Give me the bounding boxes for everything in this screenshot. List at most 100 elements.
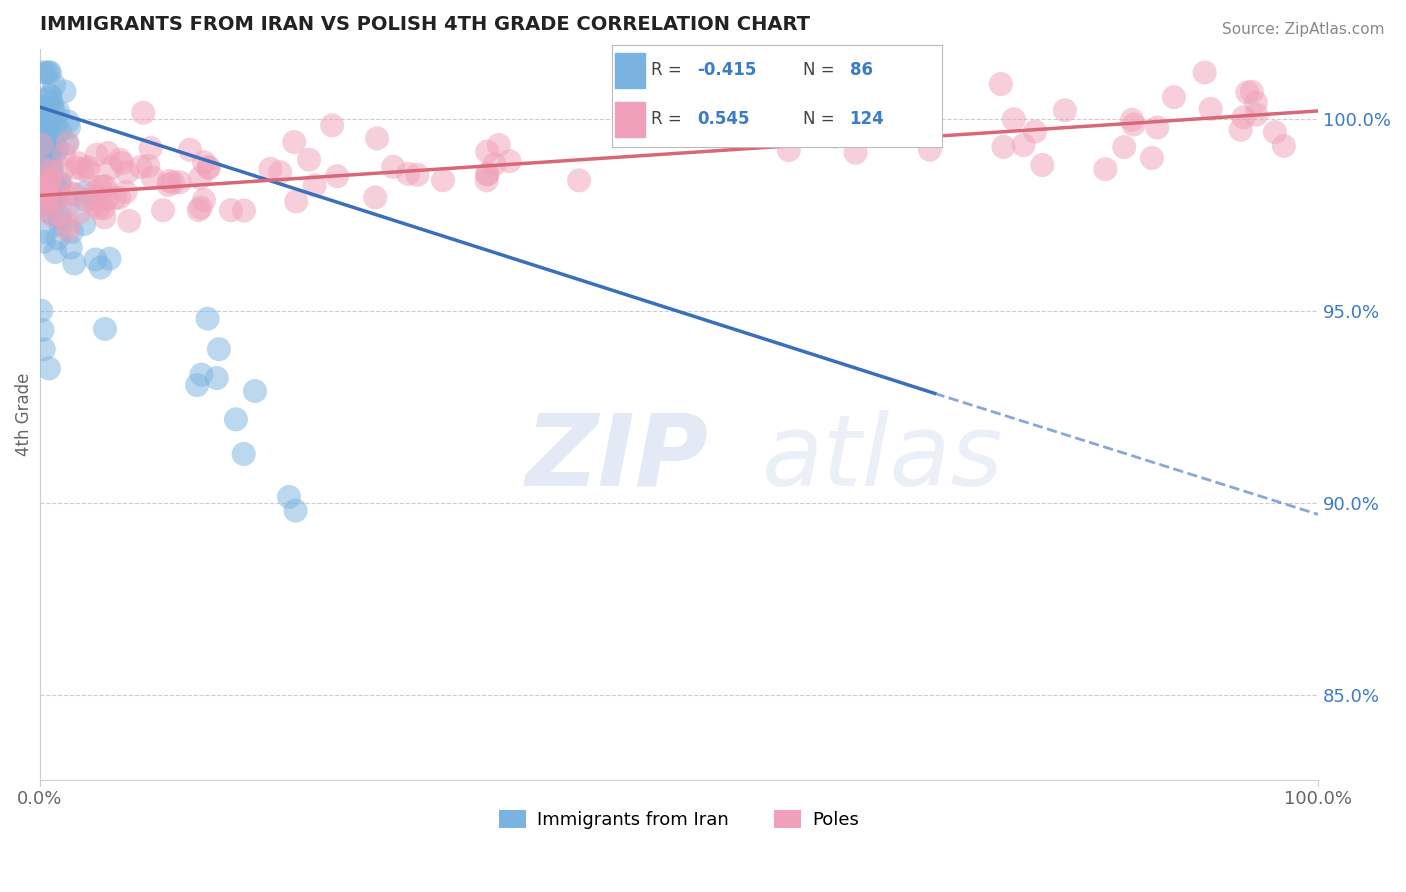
Point: [382, 160, 405, 174]
Point: [190, 201, 212, 215]
Point: [35, 119, 58, 133]
Point: [1002, 112, 1025, 127]
Text: ZIP: ZIP: [526, 409, 709, 507]
Point: [44, 119, 66, 133]
Point: [152, 203, 174, 218]
Point: [93, 211, 115, 225]
Point: [73, 186, 96, 200]
Point: [39, 172, 62, 186]
Bar: [614, 102, 644, 137]
Point: [208, 342, 231, 356]
Point: [1163, 90, 1185, 104]
Point: [62, 187, 84, 202]
Point: [39, 65, 62, 79]
Point: [75, 193, 97, 207]
Point: [58, 120, 80, 135]
Text: atlas: atlas: [762, 409, 1004, 507]
Point: [197, 311, 219, 326]
Point: [197, 161, 219, 176]
Point: [778, 143, 800, 157]
Point: [58, 223, 80, 237]
Point: [269, 165, 291, 179]
Point: [37, 130, 59, 145]
Point: [432, 173, 454, 187]
Point: [321, 119, 343, 133]
Point: [30, 183, 52, 197]
Point: [658, 127, 681, 141]
Point: [193, 155, 215, 169]
Point: [157, 178, 180, 192]
Point: [34, 116, 56, 130]
Point: [179, 143, 201, 157]
Point: [1031, 158, 1053, 172]
Text: IMMIGRANTS FROM IRAN VS POLISH 4TH GRADE CORRELATION CHART: IMMIGRANTS FROM IRAN VS POLISH 4TH GRADE…: [39, 15, 810, 34]
Point: [232, 447, 254, 461]
Point: [39, 88, 62, 103]
Point: [34, 201, 56, 215]
Point: [41, 101, 63, 115]
Point: [39, 161, 62, 175]
Point: [56, 136, 79, 150]
Point: [86, 148, 108, 162]
Point: [115, 165, 138, 179]
Point: [32, 342, 55, 356]
Point: [51, 178, 73, 192]
Point: [285, 194, 308, 209]
Point: [48, 211, 70, 225]
Text: 0.545: 0.545: [697, 111, 749, 128]
Point: [283, 135, 305, 149]
Point: [326, 169, 349, 184]
Point: [114, 185, 136, 199]
Point: [188, 171, 211, 186]
Point: [488, 138, 510, 153]
Point: [1264, 125, 1286, 139]
Point: [477, 145, 499, 159]
Point: [406, 168, 429, 182]
Point: [39, 145, 62, 159]
Point: [94, 179, 117, 194]
Point: [42, 194, 65, 208]
Point: [56, 136, 79, 151]
Point: [30, 303, 52, 318]
Point: [104, 191, 127, 205]
Point: [46, 142, 69, 156]
Point: [32, 180, 55, 194]
Point: [38, 159, 60, 173]
Point: [39, 164, 62, 178]
Point: [477, 168, 499, 182]
Point: [219, 203, 242, 218]
Point: [66, 161, 89, 175]
Text: 124: 124: [849, 111, 884, 128]
Point: [46, 104, 69, 119]
Point: [1246, 108, 1268, 122]
Point: [162, 175, 184, 189]
Point: [34, 194, 56, 209]
Point: [32, 154, 55, 169]
Point: [278, 490, 301, 504]
Point: [49, 124, 72, 138]
Point: [38, 145, 60, 159]
Point: [49, 190, 72, 204]
Point: [46, 231, 69, 245]
Point: [44, 187, 66, 202]
Point: [136, 159, 159, 173]
Point: [284, 503, 307, 517]
Point: [56, 114, 79, 128]
Point: [37, 136, 59, 150]
Point: [32, 65, 55, 79]
Point: [77, 164, 100, 178]
Point: [63, 256, 86, 270]
Point: [844, 145, 866, 160]
Point: [186, 378, 208, 392]
Point: [193, 193, 215, 207]
Point: [298, 153, 321, 167]
Point: [484, 157, 506, 171]
Point: [35, 65, 58, 79]
Point: [1272, 139, 1295, 153]
Point: [37, 177, 59, 191]
Point: [34, 161, 56, 176]
Point: [84, 186, 107, 200]
Point: [35, 93, 58, 107]
Point: [52, 162, 75, 177]
Point: [31, 323, 53, 337]
